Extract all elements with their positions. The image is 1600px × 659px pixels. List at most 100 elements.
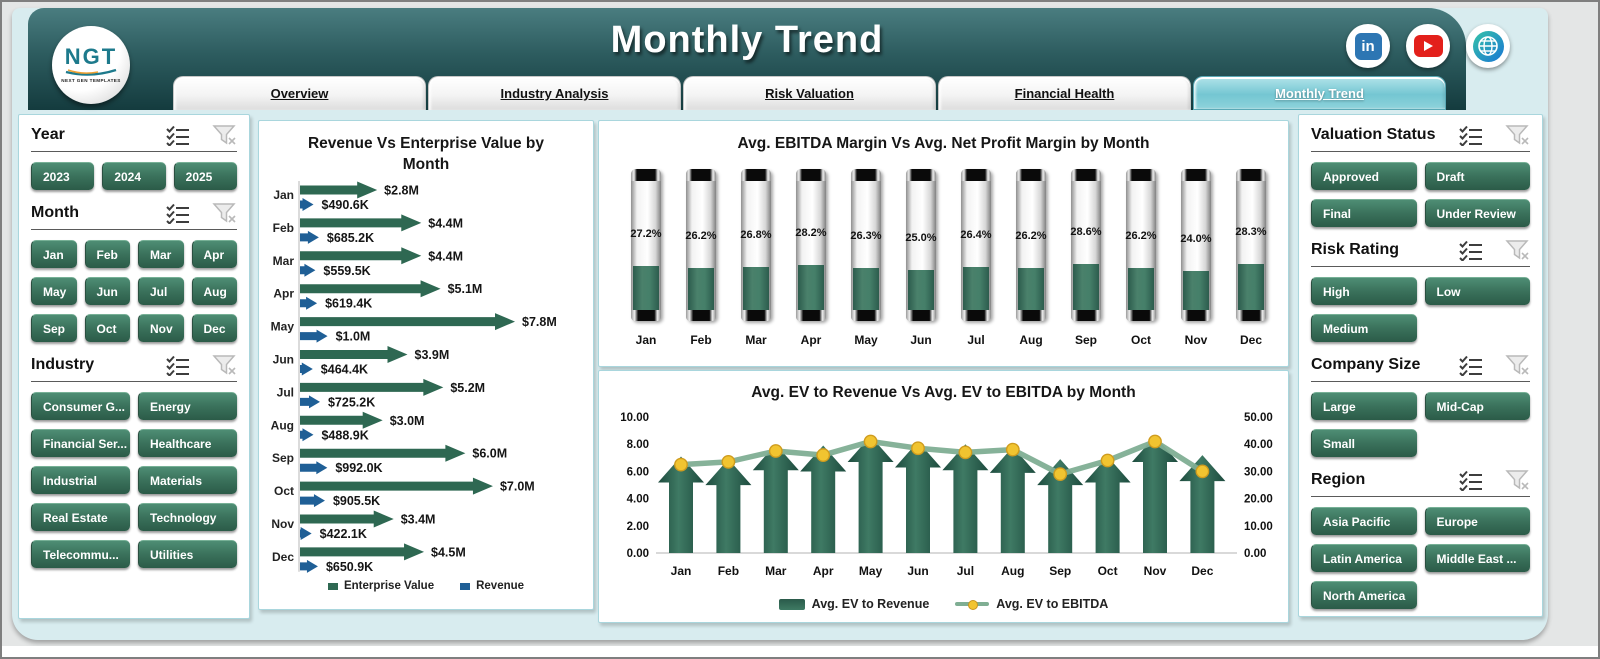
clear-filter-icon[interactable] — [1505, 239, 1530, 261]
ev-to-revenue-bar-sep[interactable] — [1037, 459, 1084, 553]
select-all-icon[interactable] — [165, 203, 190, 224]
slicer-button-latin-america[interactable]: Latin America — [1311, 544, 1417, 572]
revenue-bar-sep[interactable] — [300, 461, 328, 475]
ev-to-revenue-bar-jun[interactable] — [895, 441, 941, 553]
youtube-icon[interactable] — [1406, 24, 1450, 68]
slicer-button-europe[interactable]: Europe — [1424, 507, 1530, 535]
select-all-icon[interactable] — [165, 125, 190, 146]
slicer-button-may[interactable]: May — [31, 277, 77, 305]
clear-filter-icon[interactable] — [212, 202, 237, 224]
select-all-icon[interactable] — [165, 355, 190, 376]
ev-to-ebitda-point-jun[interactable] — [911, 441, 925, 456]
ev-bar-aug[interactable] — [300, 411, 383, 429]
cylinder-tube[interactable]: 24.0% — [1180, 169, 1212, 321]
slicer-button-materials[interactable]: Materials — [138, 466, 237, 494]
ev-bar-feb[interactable] — [300, 214, 422, 232]
revenue-bar-may[interactable] — [300, 329, 328, 343]
slicer-button-aug[interactable]: Aug — [191, 277, 237, 305]
revenue-bar-dec[interactable] — [300, 559, 318, 573]
revenue-bar-apr[interactable] — [300, 296, 318, 310]
slicer-button-2025[interactable]: 2025 — [173, 162, 237, 190]
ev-to-ebitda-point-jul[interactable] — [958, 445, 973, 460]
slicer-button-technology[interactable]: Technology — [138, 503, 237, 531]
revenue-bar-nov[interactable] — [300, 527, 312, 540]
slicer-button-jun[interactable]: Jun — [84, 277, 130, 305]
clear-filter-icon[interactable] — [212, 354, 237, 376]
cylinder-tube[interactable]: 26.2% — [1015, 169, 1047, 321]
globe-icon[interactable] — [1466, 24, 1510, 68]
ev-to-revenue-bar-aug[interactable] — [989, 446, 1036, 553]
ev-to-ebitda-point-may[interactable] — [863, 434, 878, 449]
cylinder-tube[interactable]: 26.2% — [685, 169, 717, 321]
ev-bar-jul[interactable] — [300, 378, 444, 396]
tab-risk-valuation[interactable]: Risk Valuation — [683, 76, 936, 110]
ev-to-ebitda-point-sep[interactable] — [1053, 467, 1068, 482]
cylinder-tube[interactable]: 26.8% — [740, 169, 772, 321]
ev-to-revenue-bar-dec[interactable] — [1179, 455, 1226, 553]
ev-bar-mar[interactable] — [300, 247, 422, 265]
ev-to-revenue-bar-oct[interactable] — [1084, 456, 1131, 553]
ev-bar-jun[interactable] — [300, 346, 408, 363]
slicer-button-2024[interactable]: 2024 — [102, 162, 166, 190]
revenue-bar-mar[interactable] — [300, 263, 316, 277]
slicer-button-sep[interactable]: Sep — [31, 314, 77, 342]
slicer-button-utilities[interactable]: Utilities — [138, 540, 237, 568]
slicer-button-asia-pacific[interactable]: Asia Pacific — [1311, 507, 1417, 535]
ev-to-revenue-bar-may[interactable] — [847, 436, 894, 553]
slicer-button-jul[interactable]: Jul — [138, 277, 184, 305]
ev-to-ebitda-point-oct[interactable] — [1100, 453, 1115, 468]
revenue-bar-aug[interactable] — [300, 428, 314, 442]
slicer-button-feb[interactable]: Feb — [84, 240, 130, 268]
ev-to-revenue-bar-feb[interactable] — [705, 459, 752, 553]
tab-monthly-trend[interactable]: Monthly Trend — [1193, 76, 1446, 110]
slicer-button-jan[interactable]: Jan — [31, 240, 77, 268]
slicer-button-mar[interactable]: Mar — [138, 240, 184, 268]
cylinder-tube[interactable]: 26.4% — [960, 169, 992, 321]
linkedin-icon[interactable]: in — [1346, 24, 1390, 68]
cylinder-tube[interactable]: 28.2% — [795, 169, 827, 321]
cylinder-tube[interactable]: 28.3% — [1235, 169, 1267, 321]
cylinder-tube[interactable]: 27.2% — [630, 169, 662, 321]
slicer-button-oct[interactable]: Oct — [84, 314, 130, 342]
ev-bar-apr[interactable] — [300, 280, 441, 298]
slicer-button-approved[interactable]: Approved — [1311, 162, 1417, 190]
cylinder-tube[interactable]: 28.6% — [1070, 169, 1102, 321]
cylinder-tube[interactable]: 26.3% — [850, 169, 882, 321]
revenue-bar-jan[interactable] — [300, 198, 314, 211]
cylinder-tube[interactable]: 26.2% — [1125, 169, 1157, 321]
slicer-button-2023[interactable]: 2023 — [31, 162, 95, 190]
slicer-button-draft[interactable]: Draft — [1424, 162, 1530, 190]
clear-filter-icon[interactable] — [212, 124, 237, 146]
revenue-bar-oct[interactable] — [300, 494, 325, 508]
select-all-icon[interactable] — [1458, 355, 1483, 376]
slicer-button-apr[interactable]: Apr — [191, 240, 237, 268]
clear-filter-icon[interactable] — [1505, 354, 1530, 376]
slicer-button-financial-ser[interactable]: Financial Ser... — [31, 429, 130, 457]
ev-to-revenue-bar-mar[interactable] — [752, 444, 799, 553]
slicer-button-low[interactable]: Low — [1424, 277, 1530, 305]
ev-to-ebitda-point-aug[interactable] — [1005, 442, 1020, 457]
tab-industry-analysis[interactable]: Industry Analysis — [428, 76, 681, 110]
ev-to-revenue-bar-jul[interactable] — [942, 444, 989, 553]
select-all-icon[interactable] — [1458, 470, 1483, 491]
ev-to-revenue-bar-jan[interactable] — [658, 456, 704, 553]
select-all-icon[interactable] — [1458, 125, 1483, 146]
slicer-button-industrial[interactable]: Industrial — [31, 466, 130, 494]
ev-to-ebitda-point-dec[interactable] — [1195, 464, 1210, 479]
slicer-button-small[interactable]: Small — [1311, 429, 1417, 457]
slicer-button-energy[interactable]: Energy — [138, 392, 237, 420]
tab-overview[interactable]: Overview — [173, 76, 426, 110]
ev-bar-dec[interactable] — [300, 543, 425, 561]
ev-bar-may[interactable] — [300, 313, 515, 331]
ev-bar-sep[interactable] — [300, 444, 466, 462]
slicer-button-middle-east[interactable]: Middle East ... — [1424, 544, 1530, 572]
ev-bar-oct[interactable] — [300, 477, 493, 495]
ev-bar-jan[interactable] — [300, 181, 378, 199]
cylinder-tube[interactable]: 25.0% — [905, 169, 937, 321]
slicer-button-north-america[interactable]: North America — [1311, 581, 1417, 609]
ev-to-revenue-bar-nov[interactable] — [1132, 436, 1178, 553]
ev-to-ebitda-point-feb[interactable] — [721, 454, 736, 469]
ev-to-ebitda-point-jan[interactable] — [674, 457, 688, 472]
slicer-button-nov[interactable]: Nov — [138, 314, 184, 342]
ev-to-ebitda-point-apr[interactable] — [816, 448, 831, 462]
